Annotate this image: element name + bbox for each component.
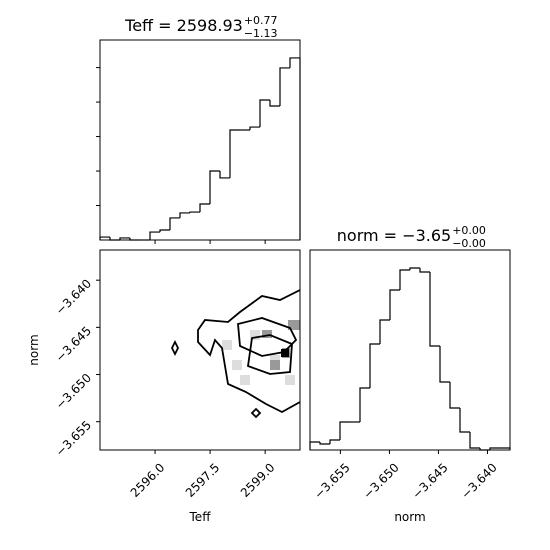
hist-step	[309, 441, 320, 450]
x-axis-label: norm	[394, 510, 425, 524]
hist-step	[199, 203, 210, 213]
contours	[170, 289, 300, 419]
hist-step	[289, 57, 301, 240]
hist-step	[399, 269, 410, 290]
hist-step	[259, 99, 270, 128]
y-axis-label: norm	[27, 334, 41, 365]
x-tick-label: 2599.0	[238, 460, 278, 500]
hist-step	[369, 343, 380, 388]
hist-step	[219, 171, 230, 179]
axes-frame	[309, 249, 511, 451]
hist-step	[149, 231, 160, 240]
hist-step	[329, 439, 340, 444]
hist-step	[379, 319, 390, 344]
title-sub: −1.13	[244, 27, 278, 40]
hist-step	[229, 129, 240, 178]
hist-step	[489, 447, 500, 450]
x-tick-label: −3.645	[409, 460, 450, 501]
panel-title: norm = −3.65	[337, 226, 451, 245]
axes-frame	[99, 249, 301, 451]
density-peak	[281, 349, 289, 357]
hist-step	[469, 432, 480, 449]
hist-step	[439, 346, 450, 383]
x-tick-label: 2596.0	[128, 460, 168, 500]
hist-step	[459, 408, 470, 433]
axes-frame	[99, 39, 301, 241]
hist-step	[319, 442, 330, 445]
y-tick-label: −3.650	[53, 371, 94, 412]
hist-step	[159, 229, 170, 233]
hist-step	[119, 237, 130, 240]
hist-step	[249, 126, 260, 130]
hist-step	[269, 100, 280, 107]
x-tick-label: −3.640	[458, 460, 499, 501]
hist-step	[449, 382, 460, 409]
hist-step	[209, 170, 220, 204]
y-tick-label: −3.645	[53, 324, 94, 365]
x-tick-label: 2597.5	[183, 460, 223, 500]
y-tick-label: −3.640	[53, 276, 94, 317]
title-sup: +0.77	[244, 14, 278, 27]
x-tick-label: −3.655	[311, 460, 352, 501]
x-tick-label: −3.650	[360, 460, 401, 501]
title-sup: +0.00	[452, 224, 486, 237]
hist-step	[359, 387, 370, 422]
hist-step	[179, 212, 190, 218]
y-tick-label: −3.655	[53, 418, 94, 459]
x-axis-label: Teff	[189, 510, 212, 524]
density-layer	[170, 289, 300, 419]
density-cells-dark	[262, 320, 300, 370]
hist-step	[339, 421, 350, 440]
hist-step	[189, 211, 200, 213]
hist-step	[419, 268, 430, 273]
hist-step	[169, 217, 180, 230]
hist-step	[429, 272, 440, 347]
hist-step	[409, 267, 420, 270]
hist-step	[389, 289, 400, 320]
panel-title: Teff = 2598.93	[124, 16, 243, 35]
title-sub: −0.00	[452, 237, 486, 250]
hist-step	[279, 67, 290, 107]
